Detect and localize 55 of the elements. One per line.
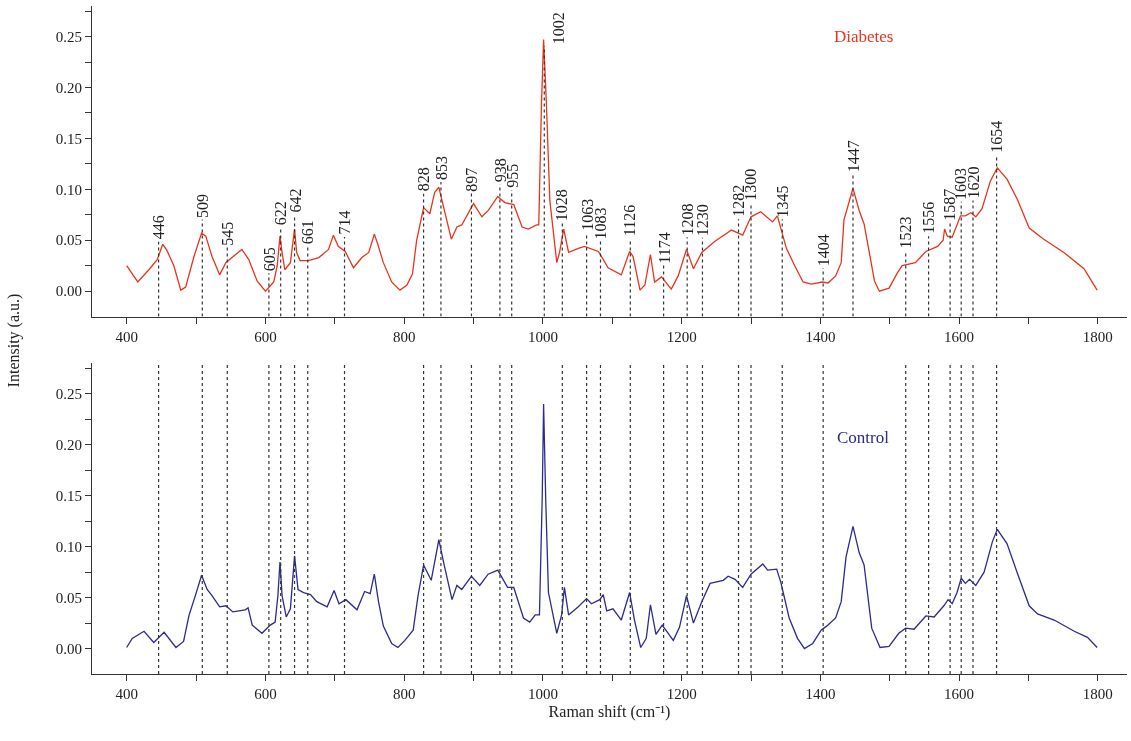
y-tick-label: 0.20	[55, 437, 82, 454]
ref-line-label: 1556	[920, 201, 938, 234]
ref-line-label: 853	[432, 155, 450, 180]
y-tick-label: 0.25	[55, 28, 82, 45]
ref-line-label: 1230	[693, 204, 711, 237]
ref-line-label: 661	[299, 220, 317, 245]
ref-line-label: 897	[463, 167, 481, 192]
x-tick-label: 1800	[1082, 328, 1113, 345]
x-tick-label: 1200	[666, 328, 697, 345]
line-series	[126, 403, 1098, 650]
x-tick-label: 600	[254, 328, 277, 345]
ref-line-label: 828	[414, 167, 432, 192]
x-tick-label: 400	[115, 328, 138, 345]
ref-line-label: 1345	[773, 185, 791, 218]
y-tick-label: 0.00	[55, 283, 82, 300]
y-tick-label: 0.25	[55, 386, 82, 403]
x-tick-label: 800	[392, 686, 416, 703]
ref-line-label: 446	[149, 215, 167, 240]
x-tick-label: 1000	[527, 328, 558, 345]
text: Control	[837, 428, 890, 447]
y-tick-label: 0.00	[55, 640, 82, 657]
x-tick-label: 600	[254, 686, 277, 703]
x-tick-label: 1800	[1082, 686, 1113, 703]
y-tick-label: 0.10	[55, 181, 82, 198]
x-tick-label: 1600	[944, 328, 975, 345]
x-tick-label: 800	[392, 328, 416, 345]
ref-line-label: 545	[218, 221, 236, 246]
x-tick-label: 1600	[944, 686, 975, 703]
ref-line-label: 1208	[678, 203, 696, 236]
ref-line-label: 1126	[621, 204, 639, 237]
y-tick-label: 0.15	[55, 488, 82, 505]
ref-line-label: 1063	[578, 198, 596, 231]
text: Diabetes	[834, 27, 894, 46]
ref-line-label: 605	[260, 247, 278, 272]
x-axis-title: Raman shift (cm⁻¹)	[548, 702, 671, 721]
x-tick-label: 1400	[805, 328, 836, 345]
ref-line-label: 1028	[553, 189, 571, 222]
ref-line-label: 1654	[988, 120, 1006, 153]
ref-line-label: 714	[335, 210, 353, 235]
x-tick-label: 400	[115, 686, 138, 703]
ref-line-label: 1447	[844, 140, 862, 173]
x-tick-label: 1200	[666, 686, 697, 703]
y-tick-label: 0.20	[55, 79, 82, 96]
y-tick-label: 0.10	[55, 538, 82, 555]
ref-line-label: 1174	[655, 232, 673, 264]
y-axis-title: Intensity (a.u.)	[5, 293, 24, 388]
ref-line-label: 509	[193, 193, 211, 218]
ref-line-label: 1404	[815, 234, 833, 267]
y-tick-label: 0.05	[55, 589, 82, 606]
x-tick-label: 1000	[527, 686, 558, 703]
ref-line-label: 1523	[896, 216, 914, 249]
ref-line-label: 1002	[550, 12, 568, 45]
x-tick-label: 1400	[805, 686, 836, 703]
y-tick-label: 0.15	[55, 130, 82, 147]
y-tick-label: 0.05	[55, 232, 82, 249]
